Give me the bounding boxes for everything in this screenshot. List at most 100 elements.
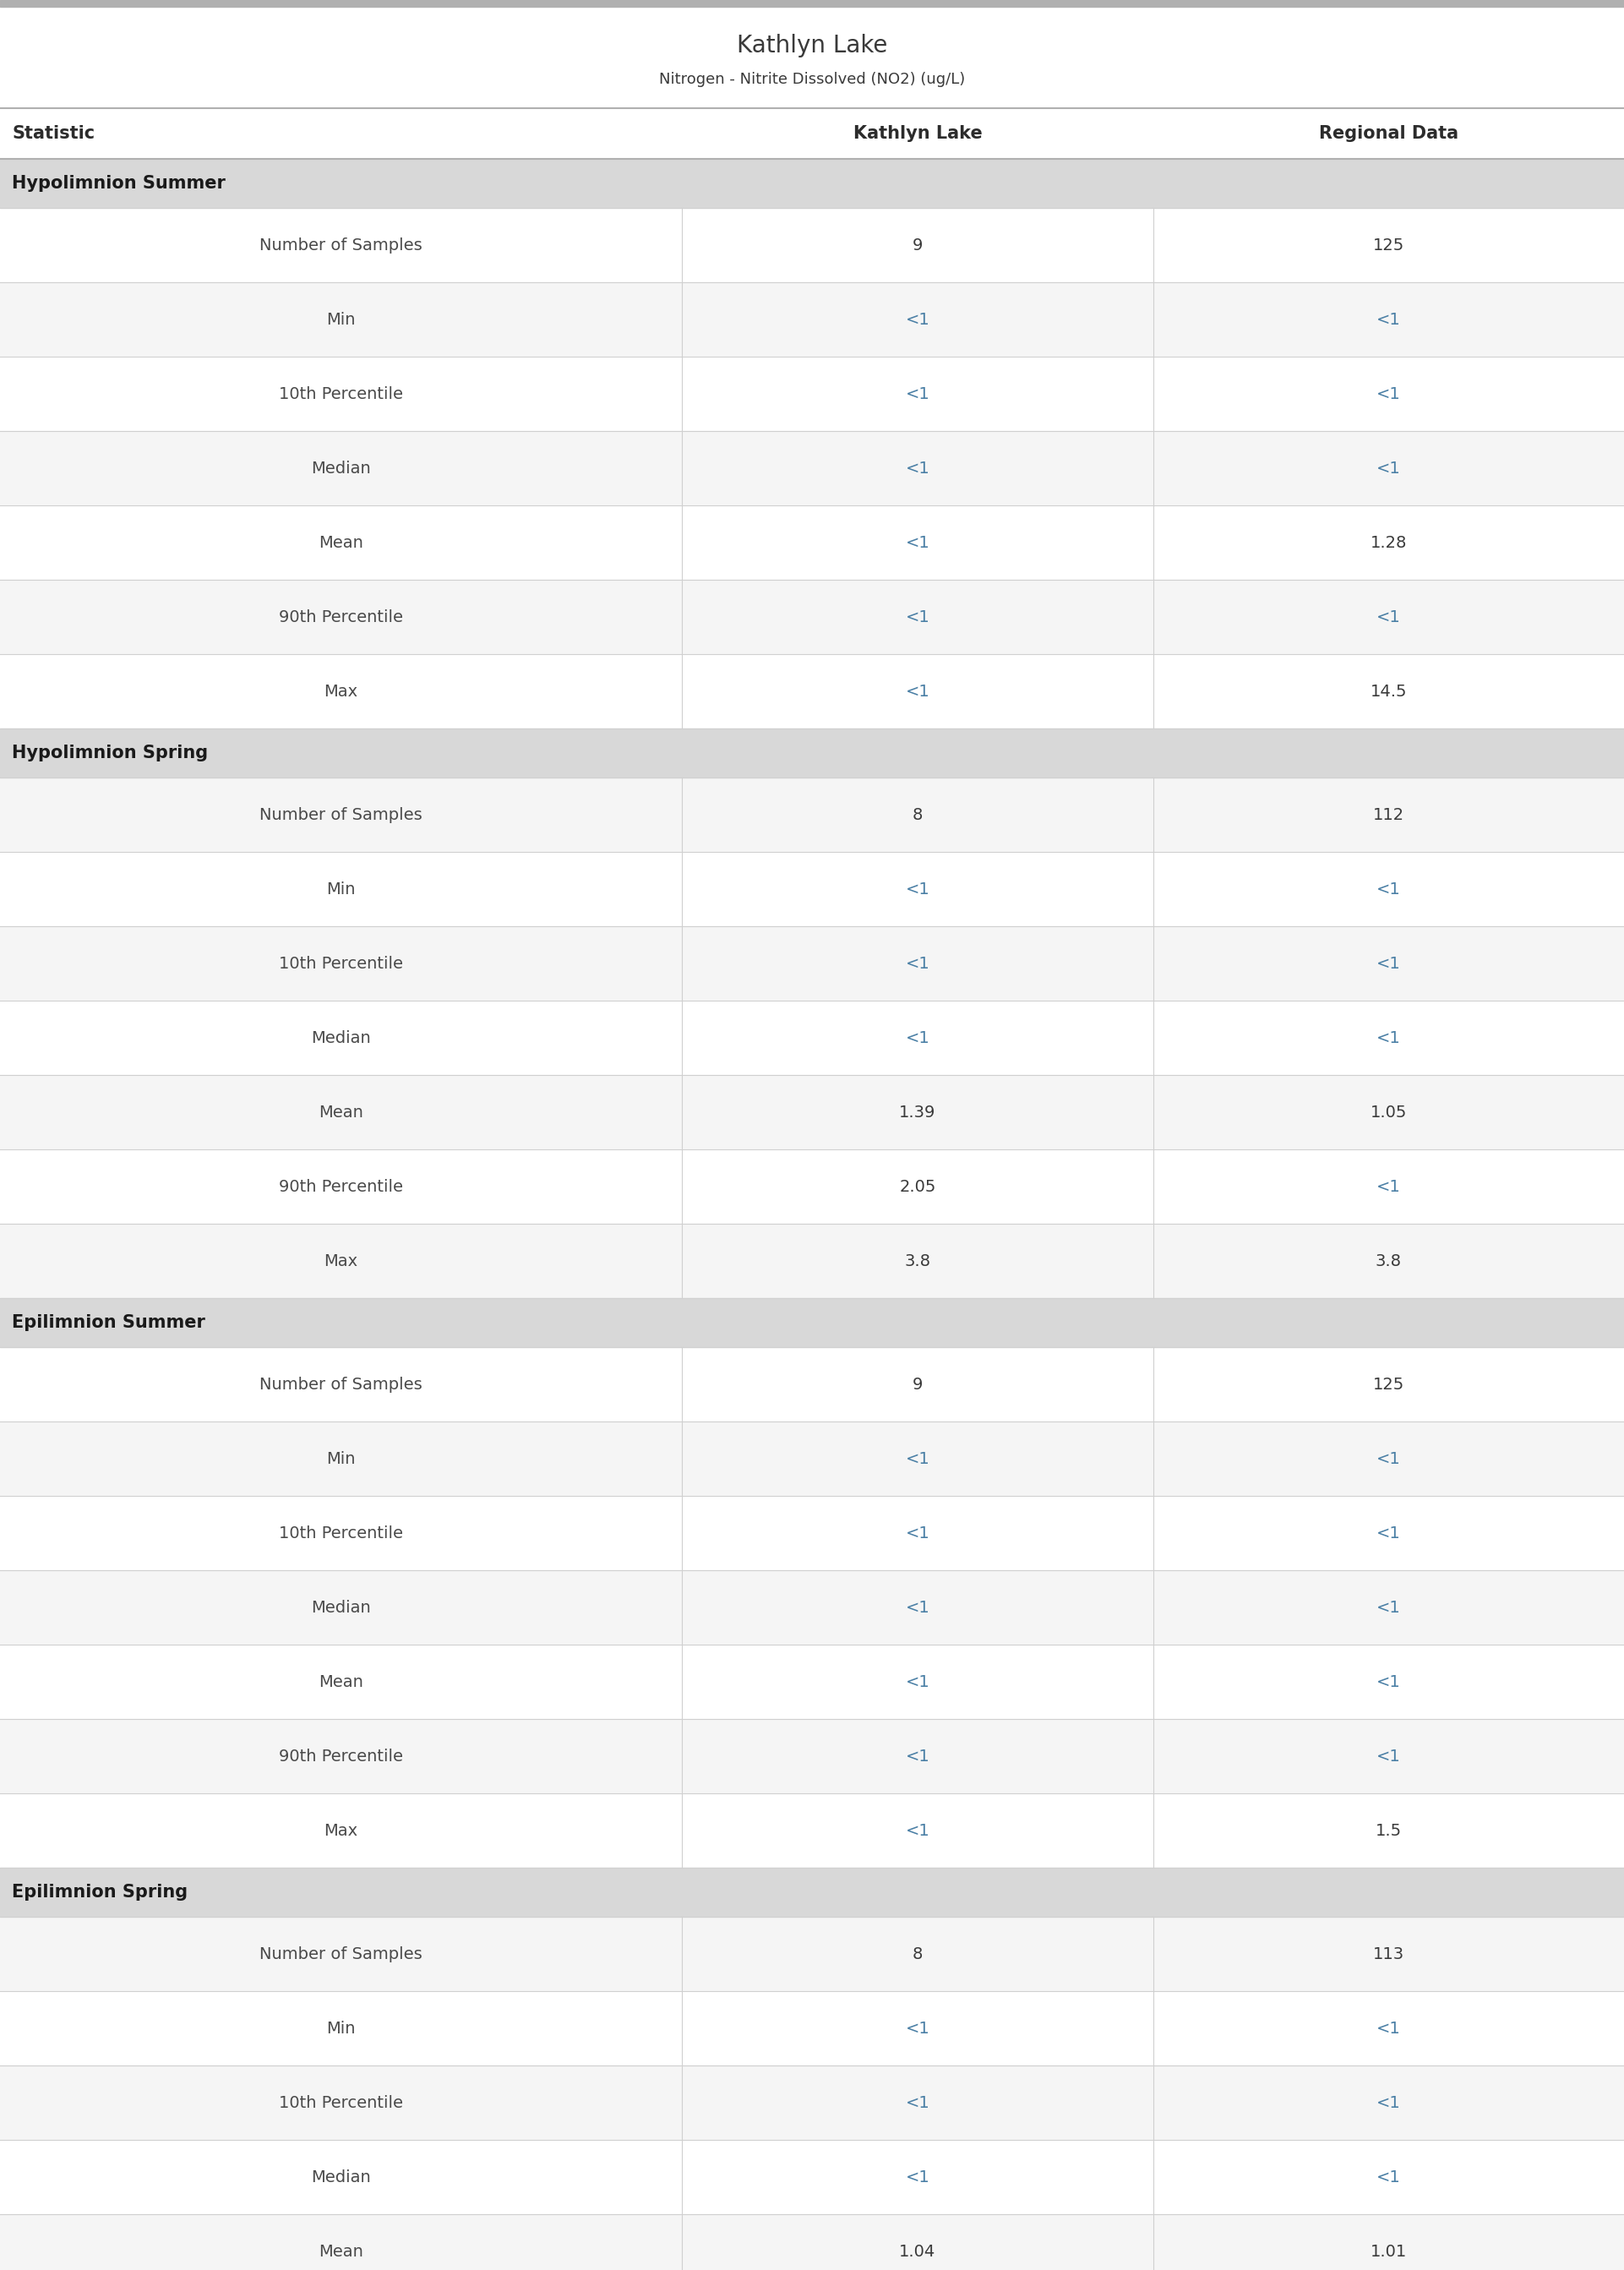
Bar <box>0 729 1624 779</box>
Text: Kathlyn Lake: Kathlyn Lake <box>853 125 983 143</box>
Bar <box>0 209 1624 281</box>
Text: 1.5: 1.5 <box>1376 1823 1402 1839</box>
Text: Mean: Mean <box>318 2243 364 2259</box>
Text: 90th Percentile: 90th Percentile <box>279 1748 403 1764</box>
Text: 14.5: 14.5 <box>1371 683 1406 699</box>
Text: 1.28: 1.28 <box>1371 533 1406 552</box>
Text: Hypolimnion Summer: Hypolimnion Summer <box>11 175 226 193</box>
Text: Max: Max <box>325 683 357 699</box>
Text: Mean: Mean <box>318 1103 364 1119</box>
Text: 1.01: 1.01 <box>1371 2243 1406 2259</box>
Text: 3.8: 3.8 <box>905 1253 931 1269</box>
Text: 112: 112 <box>1372 806 1405 822</box>
Text: Median: Median <box>312 461 370 477</box>
Text: <1: <1 <box>1377 2170 1400 2186</box>
Text: 3.8: 3.8 <box>1376 1253 1402 1269</box>
Text: <1: <1 <box>1377 1673 1400 1689</box>
Bar <box>0 2141 1624 2213</box>
Text: <1: <1 <box>906 2170 929 2186</box>
Bar <box>0 1718 1624 1793</box>
Text: 125: 125 <box>1372 1376 1405 1392</box>
Bar <box>0 1149 1624 1224</box>
Text: Epilimnion Summer: Epilimnion Summer <box>11 1314 205 1330</box>
Text: 10th Percentile: 10th Percentile <box>279 956 403 972</box>
Text: <1: <1 <box>906 311 929 327</box>
Text: <1: <1 <box>906 1031 929 1046</box>
Text: 8: 8 <box>913 806 922 822</box>
Text: <1: <1 <box>906 386 929 402</box>
Text: 10th Percentile: 10th Percentile <box>279 386 403 402</box>
Text: 2.05: 2.05 <box>900 1178 935 1194</box>
Text: Median: Median <box>312 2170 370 2186</box>
Bar <box>0 779 1624 851</box>
Bar <box>0 109 1624 159</box>
Text: <1: <1 <box>906 881 929 897</box>
Bar <box>0 7 1624 109</box>
Bar <box>0 1298 1624 1346</box>
Text: Number of Samples: Number of Samples <box>260 1376 422 1392</box>
Bar <box>0 654 1624 729</box>
Bar <box>0 1991 1624 2066</box>
Text: Max: Max <box>325 1253 357 1269</box>
Bar <box>0 851 1624 926</box>
Text: 10th Percentile: 10th Percentile <box>279 2095 403 2111</box>
Text: <1: <1 <box>1377 1748 1400 1764</box>
Text: <1: <1 <box>906 1600 929 1616</box>
Text: <1: <1 <box>1377 461 1400 477</box>
Bar <box>0 1076 1624 1149</box>
Bar <box>0 1571 1624 1643</box>
Text: Median: Median <box>312 1031 370 1046</box>
Text: Kathlyn Lake: Kathlyn Lake <box>737 34 887 57</box>
Text: 113: 113 <box>1372 1945 1405 1961</box>
Text: <1: <1 <box>906 608 929 624</box>
Bar <box>0 579 1624 654</box>
Text: <1: <1 <box>1377 881 1400 897</box>
Text: Mean: Mean <box>318 1673 364 1689</box>
Text: 90th Percentile: 90th Percentile <box>279 1178 403 1194</box>
Bar <box>0 1346 1624 1421</box>
Text: <1: <1 <box>1377 2020 1400 2036</box>
Text: <1: <1 <box>1377 2095 1400 2111</box>
Text: <1: <1 <box>1377 1031 1400 1046</box>
Text: 9: 9 <box>913 1376 922 1392</box>
Bar <box>0 1793 1624 1868</box>
Text: <1: <1 <box>1377 1178 1400 1194</box>
Bar <box>0 1421 1624 1496</box>
Text: <1: <1 <box>1377 608 1400 624</box>
Text: <1: <1 <box>1377 1451 1400 1466</box>
Text: Max: Max <box>325 1823 357 1839</box>
Bar <box>0 2213 1624 2270</box>
Text: Nitrogen - Nitrite Dissolved (NO2) (ug/L): Nitrogen - Nitrite Dissolved (NO2) (ug/L… <box>659 73 965 86</box>
Text: Statistic: Statistic <box>11 125 94 143</box>
Text: 1.39: 1.39 <box>900 1103 935 1119</box>
Text: Number of Samples: Number of Samples <box>260 1945 422 1961</box>
Bar <box>0 926 1624 1001</box>
Bar <box>0 356 1624 431</box>
Bar <box>0 2066 1624 2141</box>
Text: <1: <1 <box>906 461 929 477</box>
Text: <1: <1 <box>1377 311 1400 327</box>
Text: 1.04: 1.04 <box>900 2243 935 2259</box>
Bar <box>0 159 1624 209</box>
Text: <1: <1 <box>1377 386 1400 402</box>
Bar <box>0 281 1624 356</box>
Text: <1: <1 <box>906 1451 929 1466</box>
Text: Number of Samples: Number of Samples <box>260 236 422 254</box>
Text: Min: Min <box>326 311 356 327</box>
Text: Number of Samples: Number of Samples <box>260 806 422 822</box>
Bar <box>0 1916 1624 1991</box>
Text: <1: <1 <box>906 1525 929 1541</box>
Bar <box>0 1868 1624 1916</box>
Bar <box>0 1643 1624 1718</box>
Text: <1: <1 <box>906 683 929 699</box>
Text: <1: <1 <box>906 1748 929 1764</box>
Bar <box>0 0 1624 7</box>
Text: <1: <1 <box>906 1823 929 1839</box>
Text: Median: Median <box>312 1600 370 1616</box>
Text: Epilimnion Spring: Epilimnion Spring <box>11 1884 188 1900</box>
Bar <box>0 1001 1624 1076</box>
Text: <1: <1 <box>906 956 929 972</box>
Text: Regional Data: Regional Data <box>1319 125 1458 143</box>
Text: <1: <1 <box>1377 956 1400 972</box>
Text: 1.05: 1.05 <box>1371 1103 1406 1119</box>
